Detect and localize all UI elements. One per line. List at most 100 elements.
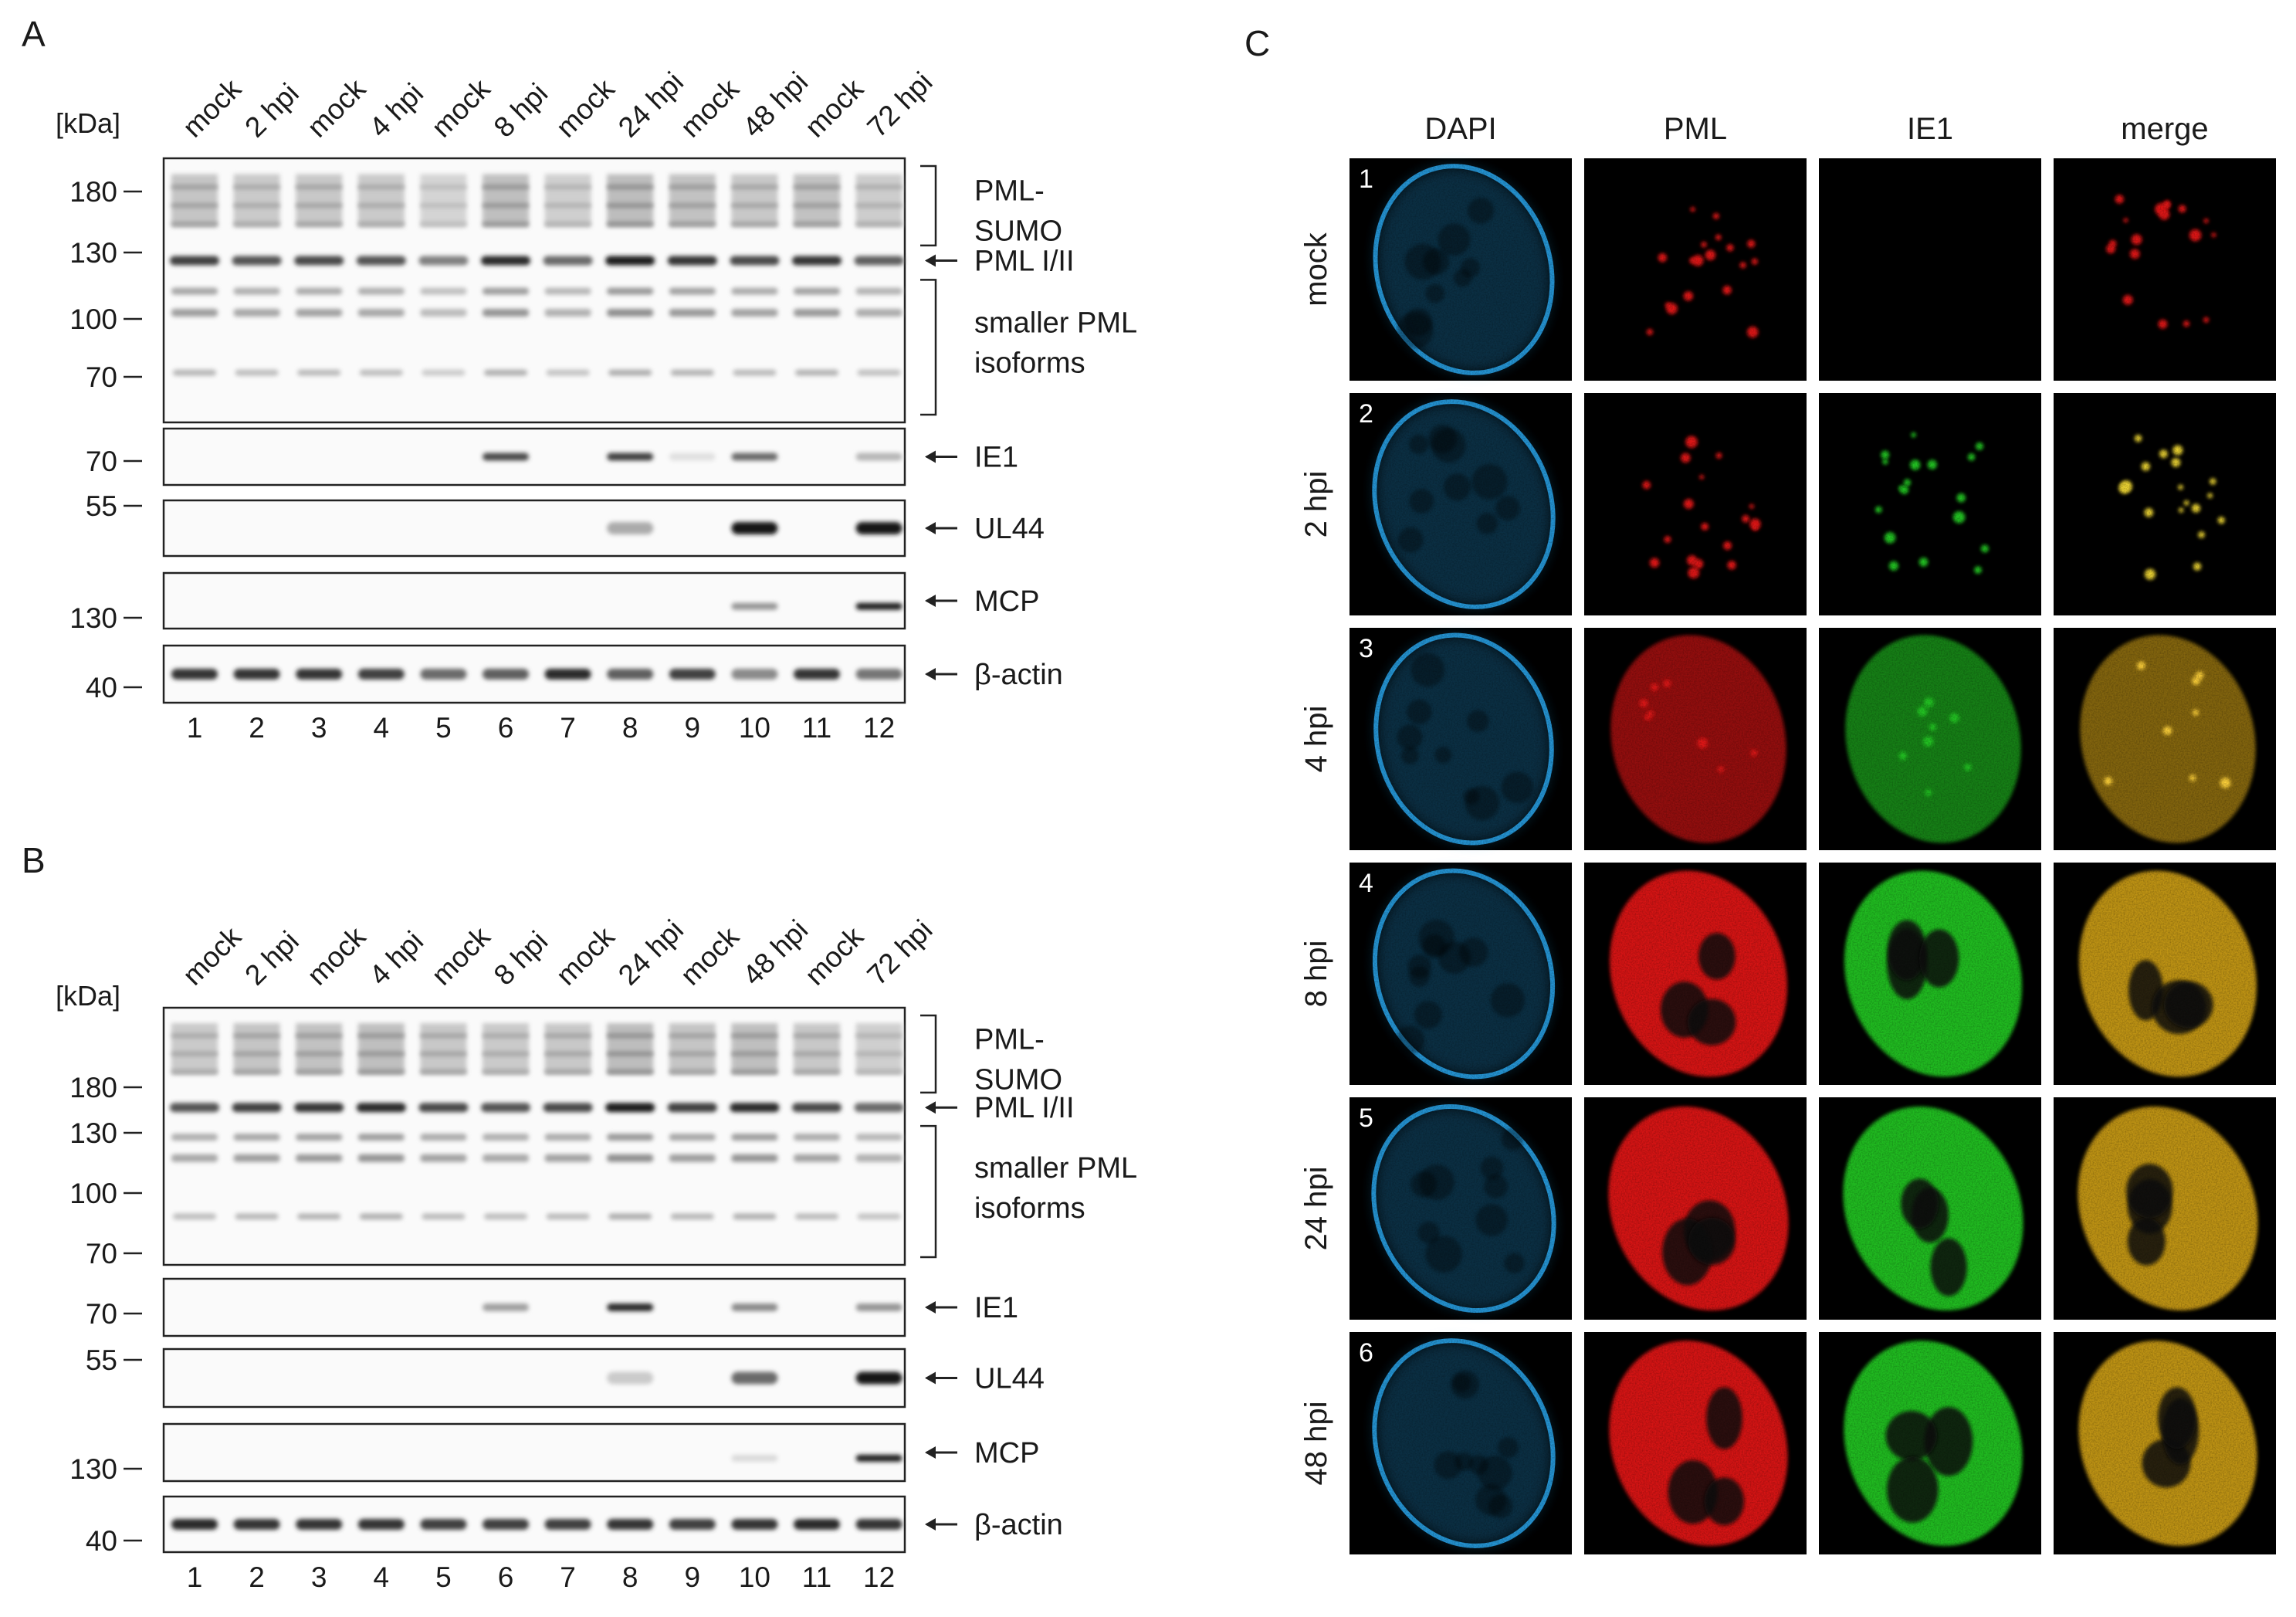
- ul44-arrow-head: [925, 1371, 936, 1385]
- ie1-band: [855, 453, 902, 461]
- pml-sumo-smear: [420, 174, 467, 227]
- row-number: 4: [1359, 869, 1373, 898]
- ie1-band: [855, 1303, 902, 1311]
- ul44-label: UL44: [974, 1363, 1045, 1395]
- pml-sumo-band: [296, 1051, 343, 1056]
- pml-isoform-band: [731, 1134, 778, 1141]
- pml-sumo-smear: [483, 1022, 529, 1075]
- image-pml-2: [1584, 393, 1807, 615]
- pml-main-band: [232, 1103, 282, 1113]
- ul44-band: [731, 522, 778, 534]
- pml-sumo-smear: [171, 174, 218, 227]
- pml-sumo-smear: [731, 174, 778, 227]
- pml-isoform-band: [296, 1134, 343, 1141]
- lane-header: mock: [177, 920, 248, 992]
- smaller-isoforms-bracket: [920, 279, 937, 416]
- pml-sumo-band: [171, 1051, 218, 1056]
- pml-isoform-band: [795, 1213, 838, 1220]
- pml-isoform-band: [359, 369, 403, 376]
- pml-sumo-band: [607, 222, 654, 227]
- lane-header: 8 hpi: [488, 77, 554, 144]
- lane-header: 48 hpi: [737, 66, 814, 143]
- pml-sumo-band: [483, 1069, 529, 1074]
- mcp-blot: [162, 1422, 906, 1483]
- pml-sumo-band: [669, 185, 716, 190]
- actin-label: β-actin: [974, 1509, 1063, 1541]
- pml-sumo-band: [357, 1069, 405, 1074]
- image-noise: [1349, 863, 1572, 1085]
- pml-isoform-band: [296, 308, 343, 317]
- lane-number: 8: [622, 1561, 638, 1593]
- pml-isoform-band: [171, 1134, 218, 1141]
- image-ie1-4: [1819, 863, 2041, 1085]
- row-label: 48 hpi: [1299, 1402, 1333, 1486]
- pml-isoform-band: [357, 308, 405, 317]
- pml-isoform-band: [669, 287, 716, 295]
- pml-sumo-smear: [794, 1022, 840, 1075]
- pml-main-band: [605, 256, 655, 266]
- actin-band: [669, 1519, 716, 1530]
- lane-header: 48 hpi: [737, 914, 814, 991]
- ie1-band: [607, 453, 654, 461]
- pml-main-band: [667, 256, 717, 266]
- pml-sumo-band: [669, 1051, 716, 1056]
- pml-isoform-band: [233, 1134, 280, 1141]
- pml-main-band: [543, 256, 593, 266]
- marker-label: 40: [86, 672, 117, 703]
- pml-isoform-band: [171, 1154, 218, 1162]
- pml-isoform-band: [233, 308, 280, 317]
- pml-sumo-band: [483, 1051, 529, 1056]
- pml-isoform-band: [483, 308, 529, 317]
- column-header: DAPI: [1424, 112, 1496, 146]
- ie1-band: [669, 453, 716, 461]
- mcp-label: MCP: [974, 585, 1039, 618]
- pml-isoform-band: [670, 1213, 714, 1220]
- image-noise: [1584, 393, 1807, 615]
- ul44-band: [607, 522, 654, 534]
- lane-header: 72 hpi: [861, 914, 938, 991]
- row-label: 24 hpi: [1299, 1167, 1333, 1251]
- ul44-blot: [162, 499, 906, 558]
- pml-isoform-band: [795, 369, 838, 376]
- pml-main-band: [792, 1103, 842, 1113]
- smaller-isoforms-label: isoforms: [974, 1192, 1085, 1225]
- image-ie1-6: [1819, 1332, 2041, 1554]
- pml-sumo-smear: [483, 174, 529, 227]
- pml-sumo-band: [731, 1069, 778, 1074]
- lane-header: mock: [301, 920, 372, 992]
- row-label: mock: [1299, 232, 1333, 307]
- ul44-arrow-head: [925, 522, 936, 534]
- actin-band: [420, 1519, 467, 1530]
- pml-isoform-band: [359, 1213, 403, 1220]
- lane-number: 3: [311, 712, 327, 744]
- marker-label: 55: [86, 1344, 117, 1376]
- pml-sumo-band: [794, 1051, 840, 1056]
- actin-band: [544, 1519, 591, 1530]
- marker-label: 130: [69, 1453, 117, 1485]
- pml-isoform-band: [171, 308, 218, 317]
- pml-main-band: [170, 1103, 219, 1113]
- pml-isoform-band: [296, 287, 343, 295]
- kda-unit-label: [kDa]: [56, 980, 120, 1012]
- actin-band: [607, 669, 654, 680]
- pml-sumo-band: [171, 185, 218, 190]
- image-noise: [2054, 628, 2276, 850]
- pml-isoform-band: [483, 1154, 529, 1162]
- row-number: 5: [1359, 1103, 1373, 1133]
- smaller-isoforms-label: smaller PML: [974, 307, 1137, 340]
- pml-isoform-band: [173, 369, 216, 376]
- actin-band: [483, 1519, 529, 1530]
- pml-sumo-smear: [171, 1022, 218, 1075]
- smaller-isoforms-label: smaller PML: [974, 1152, 1137, 1185]
- pml-isoform-band: [669, 1134, 716, 1141]
- image-pml-1: [1584, 158, 1807, 381]
- marker-label: 55: [86, 490, 117, 522]
- marker-label: 130: [69, 1117, 117, 1149]
- pml-isoform-band: [794, 287, 840, 295]
- actin-band: [731, 669, 778, 680]
- ul44-band: [855, 1371, 902, 1385]
- actin-band: [483, 669, 529, 680]
- pml-sumo-band: [794, 222, 840, 227]
- pml-sumo-band: [855, 1051, 902, 1056]
